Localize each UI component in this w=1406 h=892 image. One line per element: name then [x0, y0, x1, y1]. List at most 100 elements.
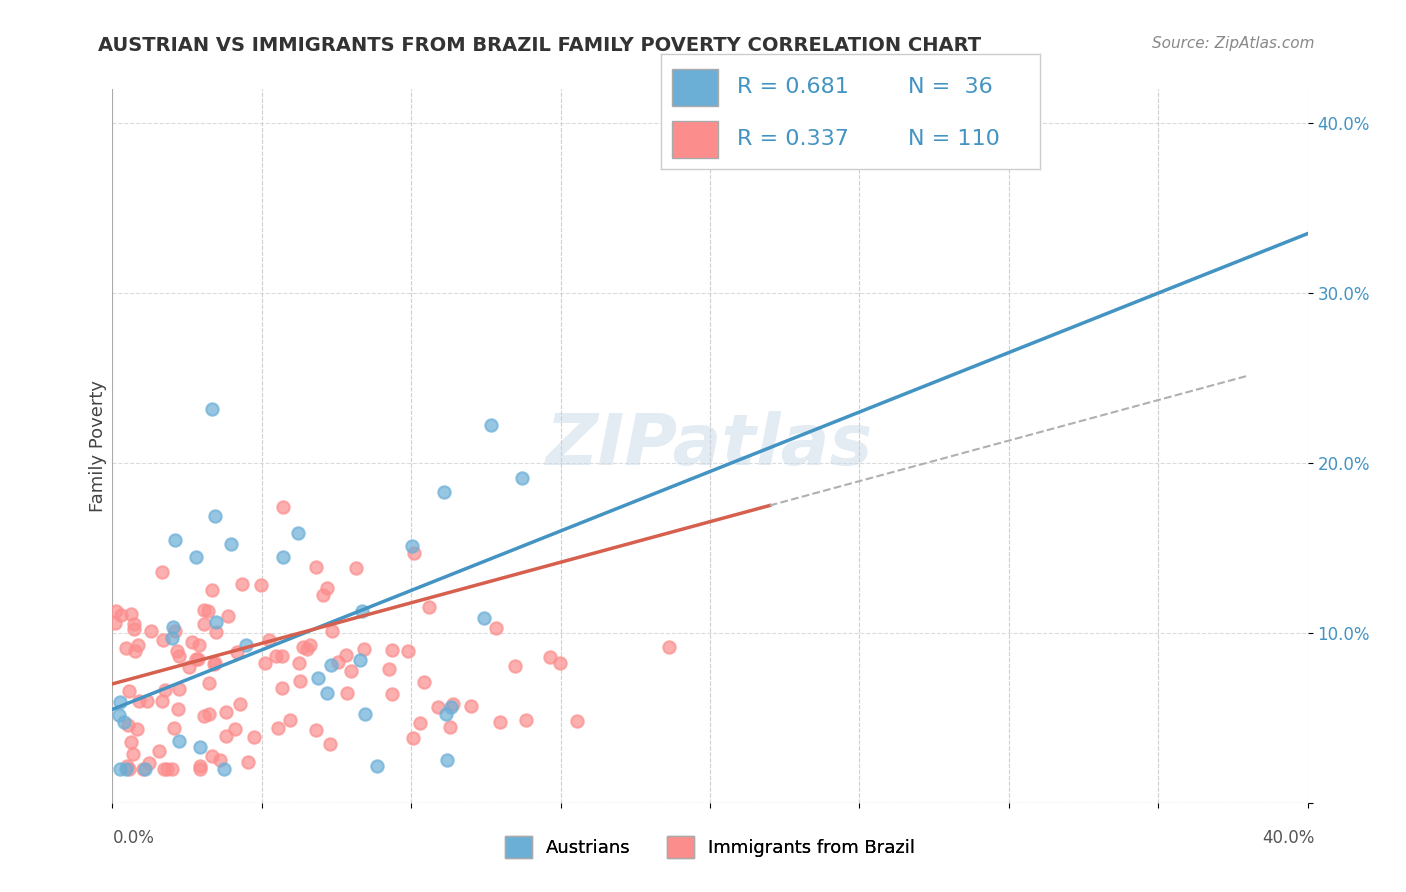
- Point: [153, 683, 176, 698]
- Point: [235, 638, 257, 652]
- Point: [134, 762, 156, 776]
- Point: [236, 756, 259, 770]
- Point: [264, 648, 287, 663]
- Point: [350, 604, 373, 618]
- Point: [127, 638, 149, 652]
- Point: [402, 546, 425, 560]
- Point: [138, 756, 160, 770]
- Point: [193, 709, 215, 723]
- Point: [402, 731, 425, 746]
- Point: [148, 744, 170, 758]
- Point: [212, 762, 235, 776]
- Text: Source: ZipAtlas.com: Source: ZipAtlas.com: [1152, 36, 1315, 51]
- Point: [152, 632, 174, 647]
- Point: [124, 616, 146, 631]
- Point: [349, 652, 371, 666]
- Point: [169, 681, 191, 696]
- Point: [184, 652, 207, 666]
- Point: [270, 681, 292, 695]
- Point: [163, 533, 186, 547]
- Point: [120, 735, 142, 749]
- Text: 0.0%: 0.0%: [112, 829, 155, 847]
- Point: [215, 706, 238, 720]
- Point: [122, 623, 145, 637]
- Point: [439, 720, 461, 734]
- Text: 40.0%: 40.0%: [1263, 829, 1315, 847]
- Point: [271, 500, 294, 514]
- Text: AUSTRIAN VS IMMIGRANTS FROM BRAZIL FAMILY POVERTY CORRELATION CHART: AUSTRIAN VS IMMIGRANTS FROM BRAZIL FAMIL…: [98, 36, 981, 54]
- Point: [409, 715, 432, 730]
- Y-axis label: Family Poverty: Family Poverty: [89, 380, 107, 512]
- Point: [381, 642, 404, 657]
- Point: [118, 762, 141, 776]
- Point: [188, 762, 211, 776]
- Point: [307, 671, 329, 685]
- Point: [250, 578, 273, 592]
- Point: [426, 700, 449, 714]
- Point: [229, 697, 252, 711]
- Point: [440, 700, 463, 714]
- Point: [270, 649, 292, 664]
- Point: [193, 617, 215, 632]
- Point: [434, 707, 457, 722]
- Point: [231, 577, 253, 591]
- Point: [479, 417, 502, 432]
- Point: [401, 539, 423, 553]
- Point: [278, 714, 301, 728]
- Point: [658, 640, 681, 654]
- Point: [136, 694, 159, 708]
- Point: [167, 648, 190, 663]
- Point: [197, 604, 219, 618]
- Point: [335, 648, 357, 663]
- Point: [295, 641, 318, 656]
- Point: [460, 698, 482, 713]
- Point: [396, 644, 419, 658]
- Point: [188, 740, 211, 755]
- Point: [292, 640, 315, 654]
- Point: [124, 644, 146, 658]
- Point: [160, 762, 183, 776]
- Point: [538, 650, 561, 665]
- Point: [298, 638, 321, 652]
- Point: [198, 707, 221, 722]
- Point: [197, 676, 219, 690]
- Point: [344, 560, 367, 574]
- Point: [110, 607, 132, 622]
- Point: [217, 608, 239, 623]
- Point: [412, 674, 434, 689]
- Point: [267, 721, 290, 735]
- Point: [257, 633, 280, 648]
- Point: [167, 702, 190, 716]
- Point: [288, 673, 311, 688]
- Point: [181, 635, 204, 649]
- Point: [366, 758, 388, 772]
- Point: [339, 665, 361, 679]
- Point: [312, 588, 335, 602]
- Point: [205, 624, 228, 639]
- Point: [510, 470, 533, 484]
- Text: ZIPatlas: ZIPatlas: [547, 411, 873, 481]
- Point: [548, 656, 571, 670]
- Text: R = 0.337: R = 0.337: [737, 129, 849, 149]
- Point: [225, 645, 247, 659]
- Point: [201, 402, 224, 417]
- Point: [254, 656, 277, 670]
- Point: [115, 758, 138, 772]
- Point: [204, 656, 226, 670]
- Point: [202, 657, 225, 672]
- Point: [305, 723, 328, 737]
- Point: [120, 607, 142, 621]
- Point: [319, 737, 342, 751]
- Point: [187, 638, 209, 652]
- Point: [165, 624, 187, 639]
- Point: [108, 707, 131, 722]
- Point: [567, 714, 589, 729]
- Point: [321, 624, 343, 638]
- Point: [224, 723, 246, 737]
- Point: [167, 733, 190, 747]
- Legend: Austrians, Immigrants from Brazil: Austrians, Immigrants from Brazil: [498, 829, 922, 865]
- Point: [505, 659, 527, 673]
- Point: [354, 707, 377, 722]
- Point: [122, 747, 145, 761]
- Point: [353, 642, 375, 657]
